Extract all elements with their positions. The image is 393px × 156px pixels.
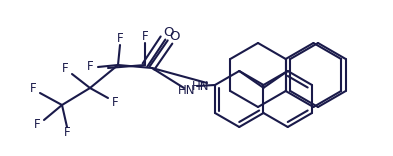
Text: O: O	[170, 31, 180, 44]
Text: F: F	[34, 119, 40, 132]
Text: O: O	[163, 27, 173, 39]
Text: F: F	[62, 63, 68, 76]
Text: F: F	[117, 32, 123, 46]
Text: HN: HN	[192, 80, 210, 93]
Text: F: F	[30, 81, 36, 95]
Text: F: F	[112, 95, 118, 109]
Text: F: F	[87, 61, 93, 73]
Text: F: F	[64, 127, 70, 139]
Text: F: F	[142, 31, 148, 44]
Text: HN: HN	[178, 83, 196, 97]
